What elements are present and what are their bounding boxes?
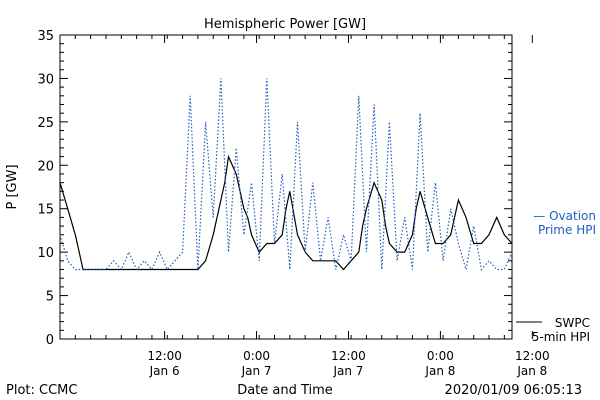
series-line-ovation (59, 78, 513, 271)
swpc-series-label: 5-min HPI (532, 330, 590, 344)
x-tick-date-label: Jan 8 (516, 364, 547, 378)
chart-title: Hemispheric Power [GW] (204, 17, 366, 32)
y-tick-label: 25 (37, 116, 54, 131)
series-group (59, 78, 513, 271)
x-tick-date-label: Jan 7 (241, 364, 272, 378)
x-tick-time-label: 12:00 (331, 349, 366, 363)
ovation-series-label: — Ovation (533, 209, 596, 223)
y-axis-ticks: 0 5 10 15 20 25 30 35 (37, 29, 512, 348)
y-tick-label: 30 (37, 72, 54, 87)
x-tick-time-label: 12:00 (147, 349, 182, 363)
y-axis-label: P [GW] (5, 164, 20, 209)
y-tick-label: 35 (37, 29, 54, 44)
y-tick-label: 10 (37, 246, 54, 261)
x-axis-label: Date and Time (237, 383, 333, 398)
plot-credit: Plot: CCMC (6, 383, 77, 398)
x-tick-date-label: Jan 6 (149, 364, 180, 378)
plot-timestamp: 2020/01/09 06:05:13 (445, 383, 582, 398)
y-tick-label: 0 (46, 333, 54, 348)
y-tick-label: 15 (37, 203, 54, 218)
y-tick-label: 20 (37, 159, 54, 174)
x-tick-date-label: Jan 8 (424, 364, 455, 378)
x-tick-time-label: 0:00 (243, 349, 270, 363)
plot-frame (59, 34, 513, 340)
x-tick-date-label: Jan 7 (332, 364, 363, 378)
ovation-series-label: Prime HPI (538, 223, 596, 237)
y-tick-label: 5 (46, 290, 54, 305)
swpc-series-label: SWPC (555, 316, 590, 330)
x-tick-time-label: 12:00 (515, 349, 550, 363)
x-tick-time-label: 0:00 (427, 349, 454, 363)
